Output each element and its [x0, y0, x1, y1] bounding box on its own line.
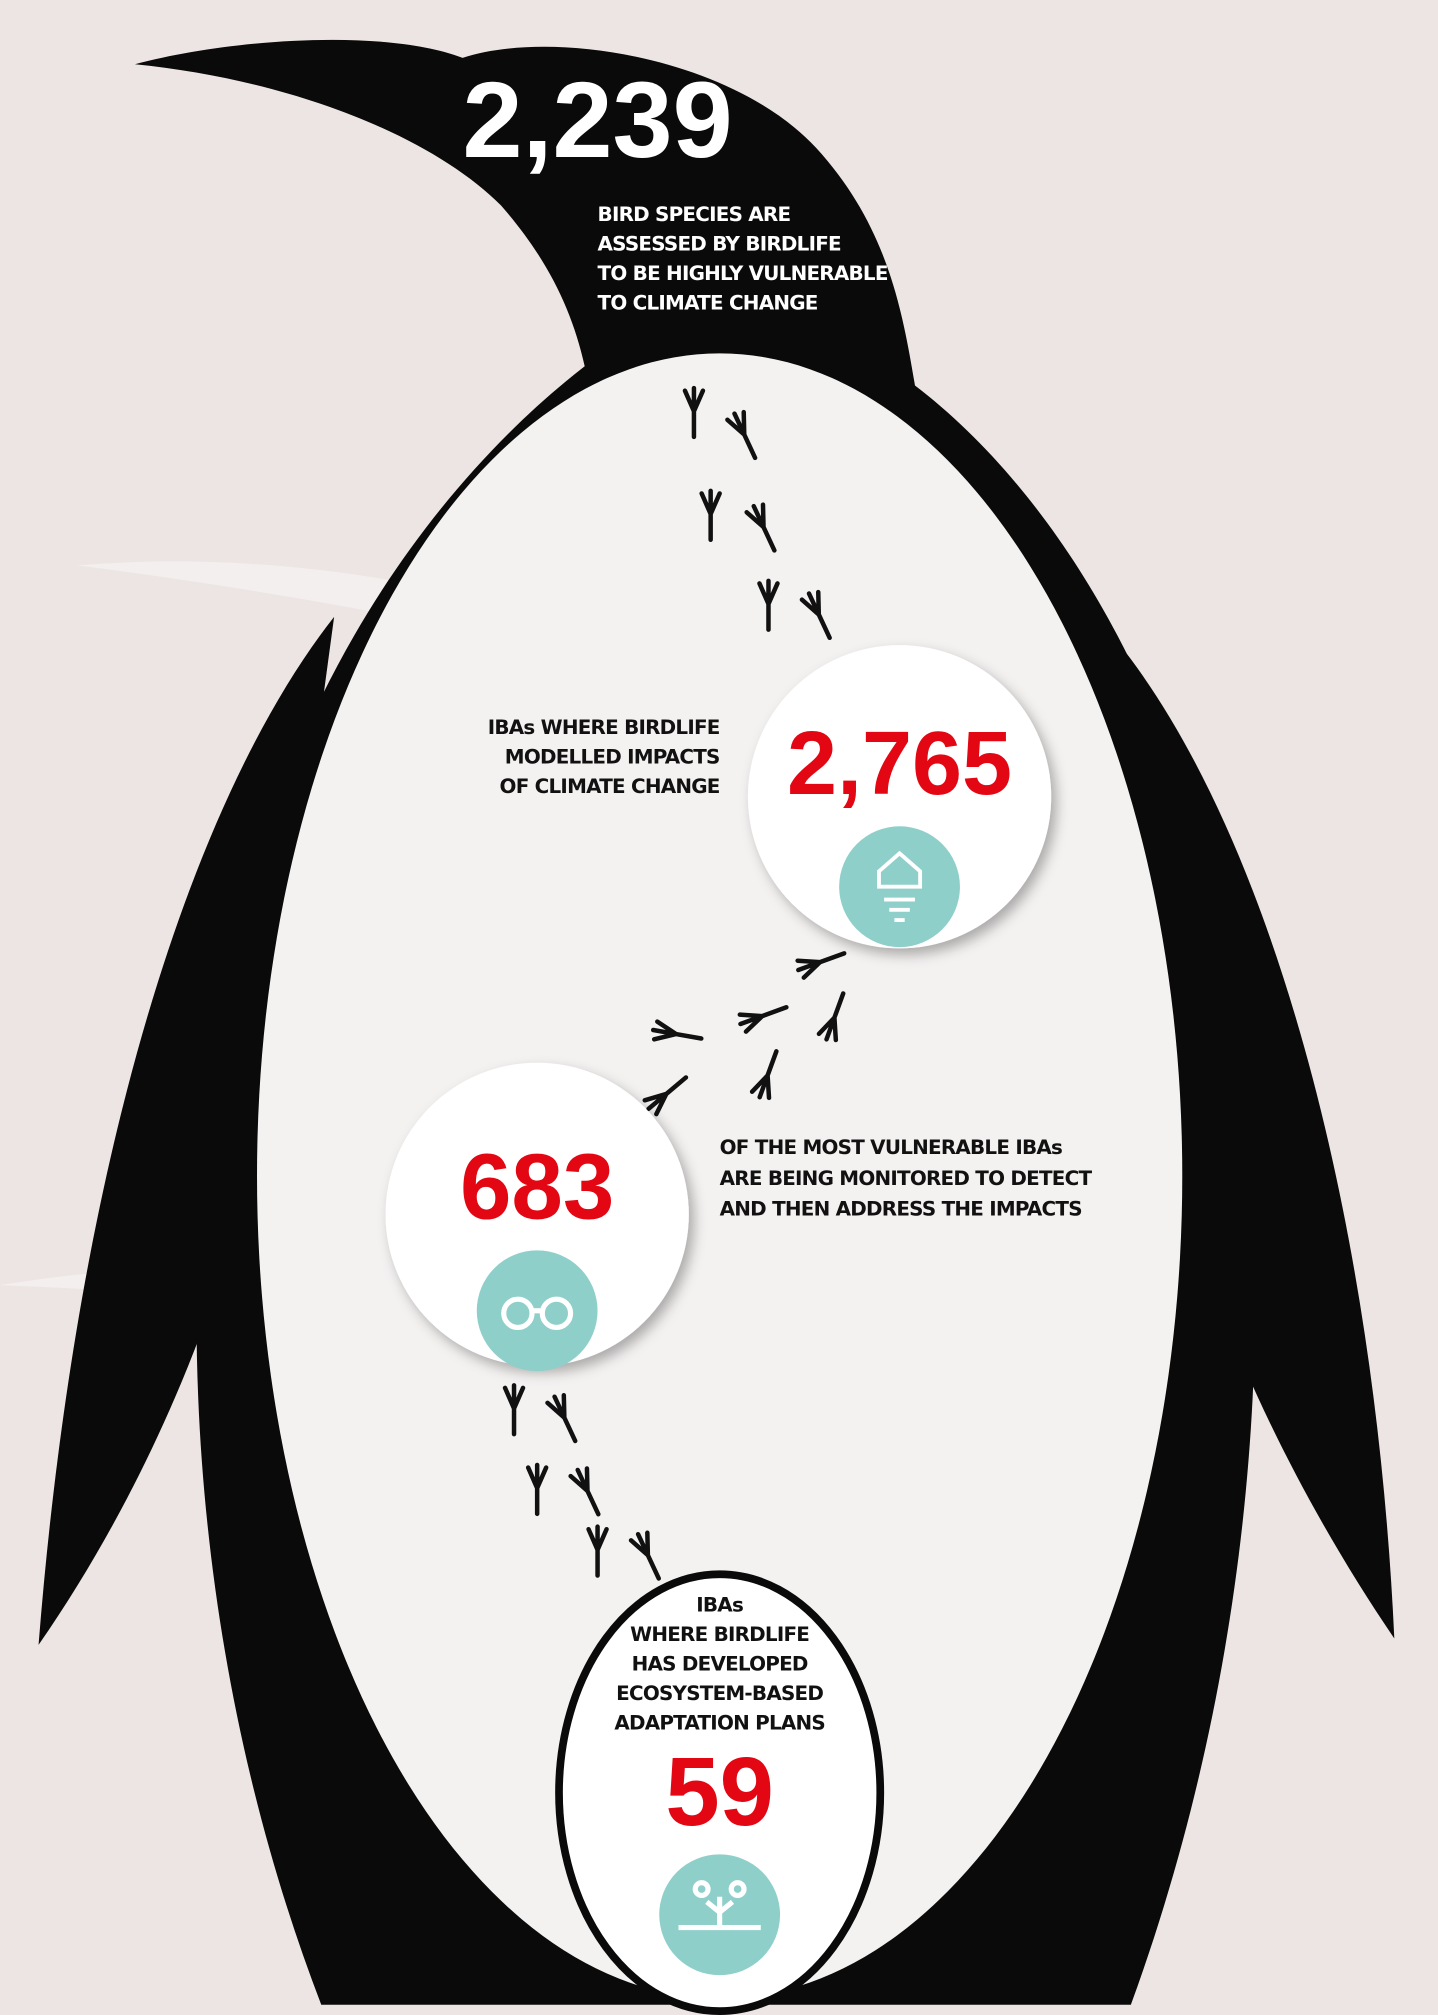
stat-text: OF THE MOST VULNERABLE IBAs	[720, 1136, 1062, 1159]
stat-text: WHERE BIRDLIFE	[630, 1623, 809, 1646]
stat-value: 683	[460, 1134, 614, 1238]
infographic: 2,239 BIRD SPECIES ARE ASSESSED BY BIRDL…	[0, 0, 1438, 2015]
stat-text: IBAs WHERE BIRDLIFE	[488, 716, 720, 739]
stat-text: TO CLIMATE CHANGE	[598, 292, 818, 315]
stat-text: BIRD SPECIES ARE	[598, 203, 791, 226]
stat-text: ASSESSED BY BIRDLIFE	[598, 233, 842, 256]
stat-value: 2,765	[787, 714, 1012, 814]
stat-text: TO BE HIGHLY VULNERABLE	[598, 262, 888, 285]
stat-text: ARE BEING MONITORED TO DETECT	[720, 1167, 1093, 1190]
stat-text: OF CLIMATE CHANGE	[500, 775, 720, 798]
stat-text: HAS DEVELOPED	[632, 1653, 808, 1676]
stat-text: MODELLED IMPACTS	[505, 745, 720, 768]
stat-text: ECOSYSTEM-BASED	[616, 1682, 823, 1705]
stat-value: 2,239	[463, 59, 733, 180]
stat-value: 59	[665, 1737, 774, 1846]
stat-text: ADAPTATION PLANS	[614, 1712, 825, 1735]
stat-text: AND THEN ADDRESS THE IMPACTS	[720, 1198, 1082, 1221]
stat-text: IBAs	[696, 1593, 743, 1616]
